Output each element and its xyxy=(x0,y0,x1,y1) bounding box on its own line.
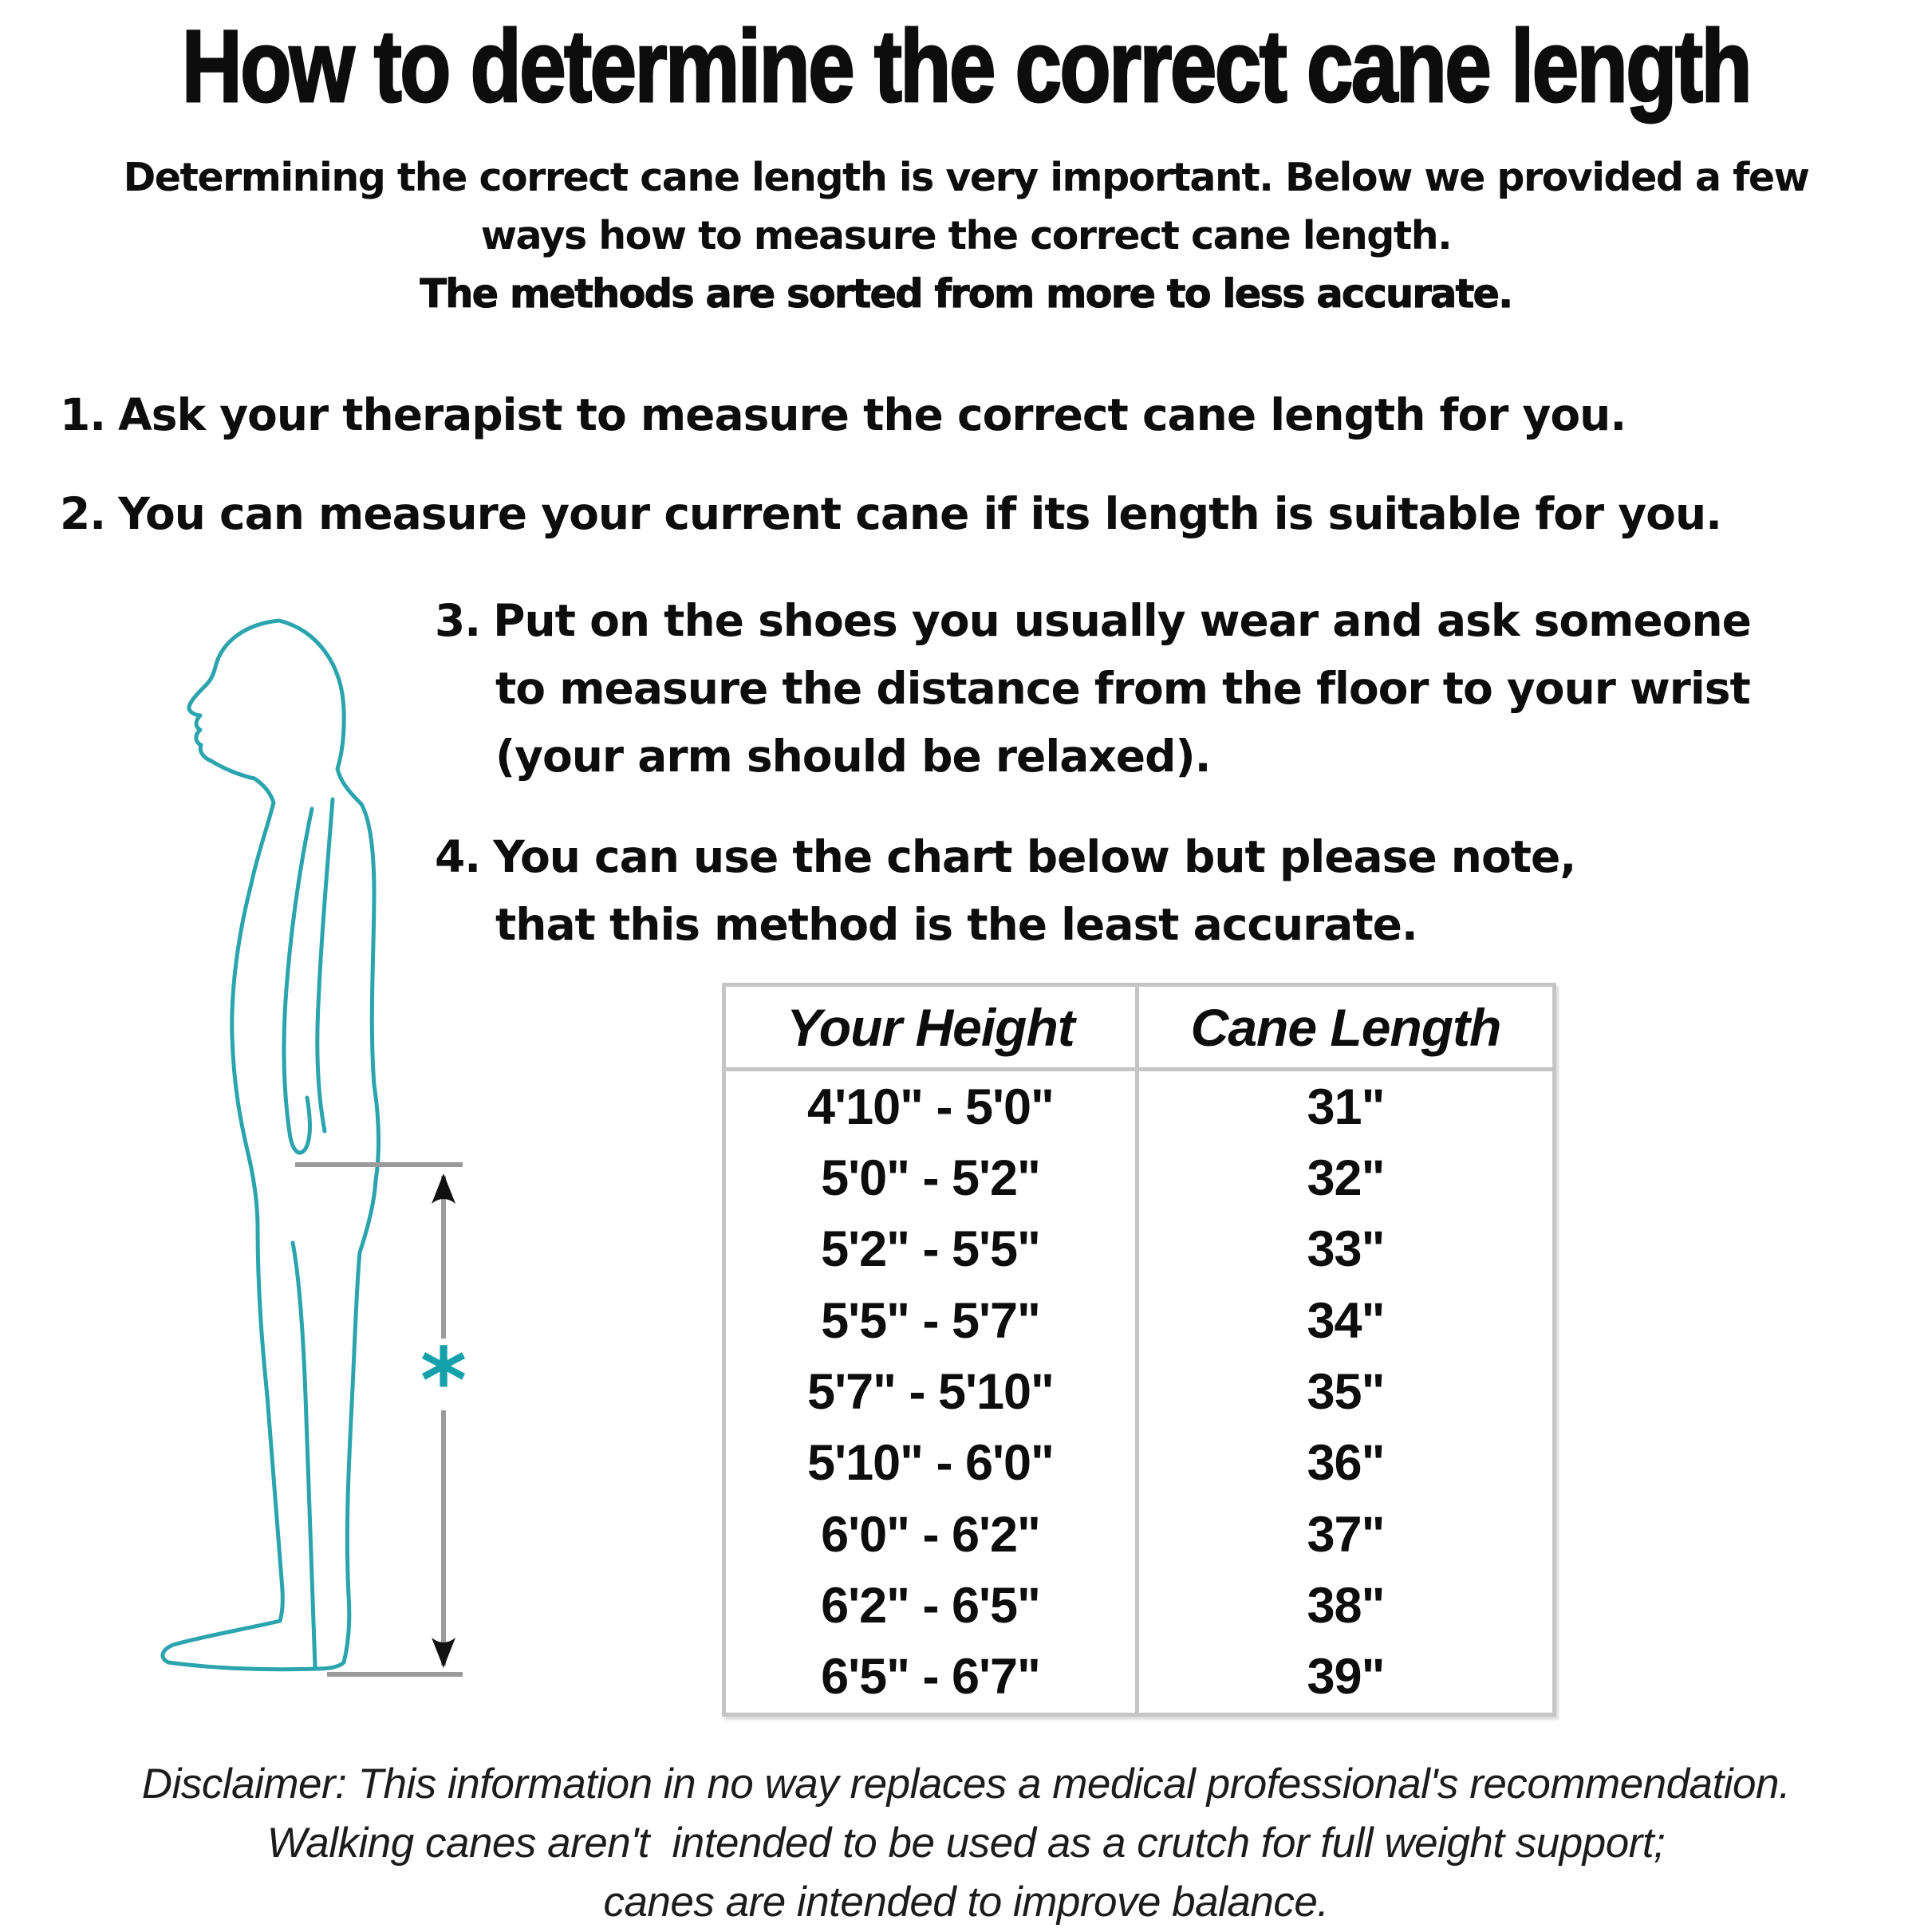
table-header-cane: Cane Length xyxy=(1139,987,1552,1071)
table-cell-height: 5'10" - 6'0" xyxy=(726,1427,1139,1499)
step-number: 4. xyxy=(435,831,481,882)
cane-length-table: Your Height Cane Length 4'10" - 5'0" 31"… xyxy=(722,983,1556,1717)
step-3: 3. Put on the shoes you usually wear and … xyxy=(435,587,1752,791)
intro-line-emphasis: The methods are sorted from more to less… xyxy=(420,270,1514,317)
table-cell-cane: 38" xyxy=(1307,1577,1386,1634)
table-cell-height: 6'0" - 6'2" xyxy=(726,1499,1139,1571)
step-text: You can measure your current cane if its… xyxy=(118,488,1722,539)
table-cell-height: 4'10" - 5'0" xyxy=(726,1071,1139,1143)
intro-line: Determining the correct cane length is v… xyxy=(123,155,1810,200)
step-number: 3. xyxy=(435,595,481,646)
intro-line: ways how to measure the correct cane len… xyxy=(480,213,1453,258)
asterisk-icon: * xyxy=(420,1330,467,1433)
step-1: 1. Ask your therapist to measure the corr… xyxy=(60,381,1626,449)
table-cell-cane: 34" xyxy=(1307,1292,1386,1349)
disclaimer-line: canes are intended to improve balance. xyxy=(603,1879,1329,1926)
person-measurement-figure: * xyxy=(160,618,467,1677)
page-title: How to determine the correct cane length xyxy=(181,9,1753,125)
table-cell-height: 6'5" - 6'7" xyxy=(726,1641,1139,1713)
step-text: to measure the distance from the floor t… xyxy=(495,663,1751,714)
table-cell-cane: 35" xyxy=(1307,1363,1386,1420)
step-number: 2. xyxy=(60,488,106,539)
disclaimer-line: Disclaimer: This information in no way r… xyxy=(141,1760,1791,1808)
step-4: 4. You can use the chart below but please… xyxy=(435,823,1576,959)
table-cell-cane: 39" xyxy=(1307,1649,1386,1705)
person-outline-figure xyxy=(160,618,381,1672)
table-cell-cane: 31" xyxy=(1307,1078,1386,1135)
measurement-lines xyxy=(295,1162,463,1677)
table-cell-height: 5'2" - 5'5" xyxy=(726,1213,1139,1285)
arrow-down-icon xyxy=(432,1638,455,1668)
table-cell-height: 5'5" - 5'7" xyxy=(726,1285,1139,1357)
step-text: Put on the shoes you usually wear and as… xyxy=(493,595,1752,646)
table-cell-cane: 32" xyxy=(1307,1149,1386,1206)
step-text: that this method is the least accurate. xyxy=(495,899,1418,950)
table-cell-height: 6'2" - 6'5" xyxy=(726,1570,1139,1642)
step-2: 2. You can measure your current cane if i… xyxy=(60,480,1722,548)
table-cell-height: 5'0" - 5'2" xyxy=(726,1142,1139,1214)
step-text: You can use the chart below but please n… xyxy=(493,831,1576,882)
step-number: 1. xyxy=(60,389,106,440)
intro-paragraph: Determining the correct cane length is v… xyxy=(0,148,1932,323)
table-cell-height: 5'7" - 5'10" xyxy=(726,1356,1139,1428)
table-cell-cane: 33" xyxy=(1307,1221,1386,1278)
step-text: (your arm should be relaxed). xyxy=(495,731,1211,782)
table-cell-cane: 37" xyxy=(1307,1506,1386,1563)
table-cell-cane: 36" xyxy=(1307,1435,1386,1492)
table-header-height: Your Height xyxy=(726,987,1139,1071)
disclaimer-line: Walking canes aren't intended to be used… xyxy=(266,1820,1666,1867)
disclaimer: Disclaimer: This information in no way r… xyxy=(0,1755,1932,1932)
step-text: Ask your therapist to measure the correc… xyxy=(118,389,1626,440)
arrow-up-icon xyxy=(432,1173,455,1204)
measurement-arrowheads xyxy=(432,1173,455,1668)
